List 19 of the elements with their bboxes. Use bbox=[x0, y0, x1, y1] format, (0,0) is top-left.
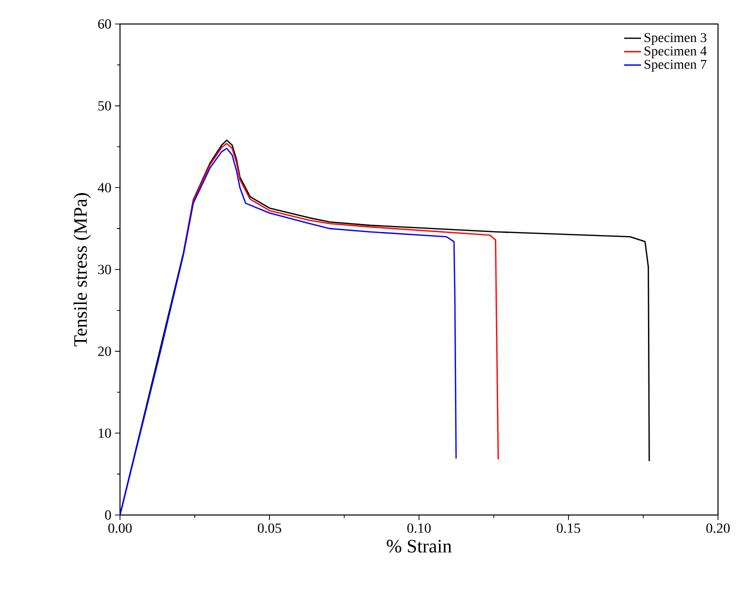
y-tick-label: 30 bbox=[98, 264, 111, 274]
y-tick-label: 10 bbox=[98, 428, 111, 438]
legend-label: Specimen 7 bbox=[644, 60, 706, 72]
line-series bbox=[182, 142, 499, 460]
legend-label: Specimen 4 bbox=[644, 46, 707, 58]
y-tick-label: 20 bbox=[98, 346, 111, 356]
x-tick-label: 0.05 bbox=[258, 523, 282, 533]
line-series bbox=[120, 148, 457, 515]
x-tick-label: 0.10 bbox=[407, 523, 431, 533]
y-axis-title: Tensile stress (MPa) bbox=[74, 193, 91, 346]
x-axis-title: % Strain bbox=[386, 540, 452, 553]
x-tick-label: 0.15 bbox=[556, 523, 580, 533]
y-tick-label: 40 bbox=[98, 182, 111, 192]
legend-label: Specimen 3 bbox=[644, 33, 706, 45]
x-tick-label: 0.20 bbox=[706, 523, 730, 533]
x-tick-label: 0.00 bbox=[108, 523, 132, 533]
y-tick-label: 50 bbox=[98, 101, 111, 111]
y-tick-label: 0 bbox=[105, 510, 111, 520]
y-tick-label: 60 bbox=[98, 19, 111, 29]
